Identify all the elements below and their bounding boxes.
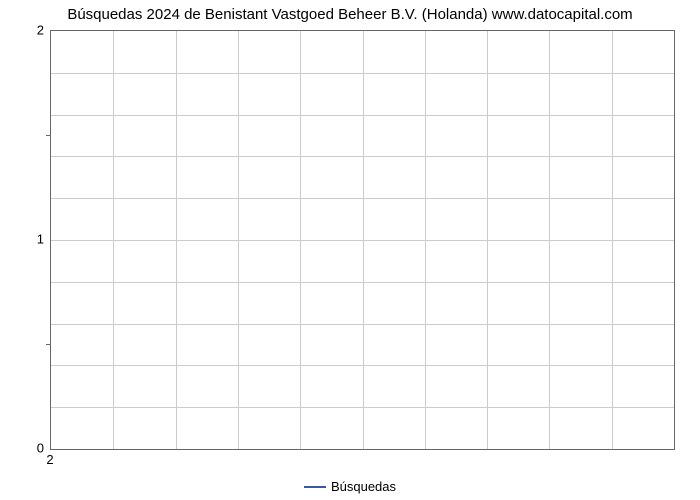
legend-swatch (304, 486, 326, 488)
y-minor-tick (46, 135, 50, 136)
grid-line-v (612, 31, 613, 449)
grid-line-v (549, 31, 550, 449)
y-tick-label: 0 (4, 441, 44, 456)
grid-line-v (113, 31, 114, 449)
grid-line-v (176, 31, 177, 449)
grid-line-v (425, 31, 426, 449)
y-tick-label: 1 (4, 232, 44, 247)
y-minor-tick (46, 344, 50, 345)
x-tick-label: 2 (46, 452, 53, 467)
grid-line-v (300, 31, 301, 449)
chart-container: Búsquedas 2024 de Benistant Vastgoed Beh… (0, 0, 700, 500)
grid-line-v (363, 31, 364, 449)
grid-line-v (487, 31, 488, 449)
grid-line-v (238, 31, 239, 449)
plot-area (50, 30, 675, 450)
y-tick-label: 2 (4, 23, 44, 38)
legend: Búsquedas (0, 478, 700, 494)
legend-label: Búsquedas (331, 479, 396, 494)
chart-title: Búsquedas 2024 de Benistant Vastgoed Beh… (0, 0, 700, 23)
